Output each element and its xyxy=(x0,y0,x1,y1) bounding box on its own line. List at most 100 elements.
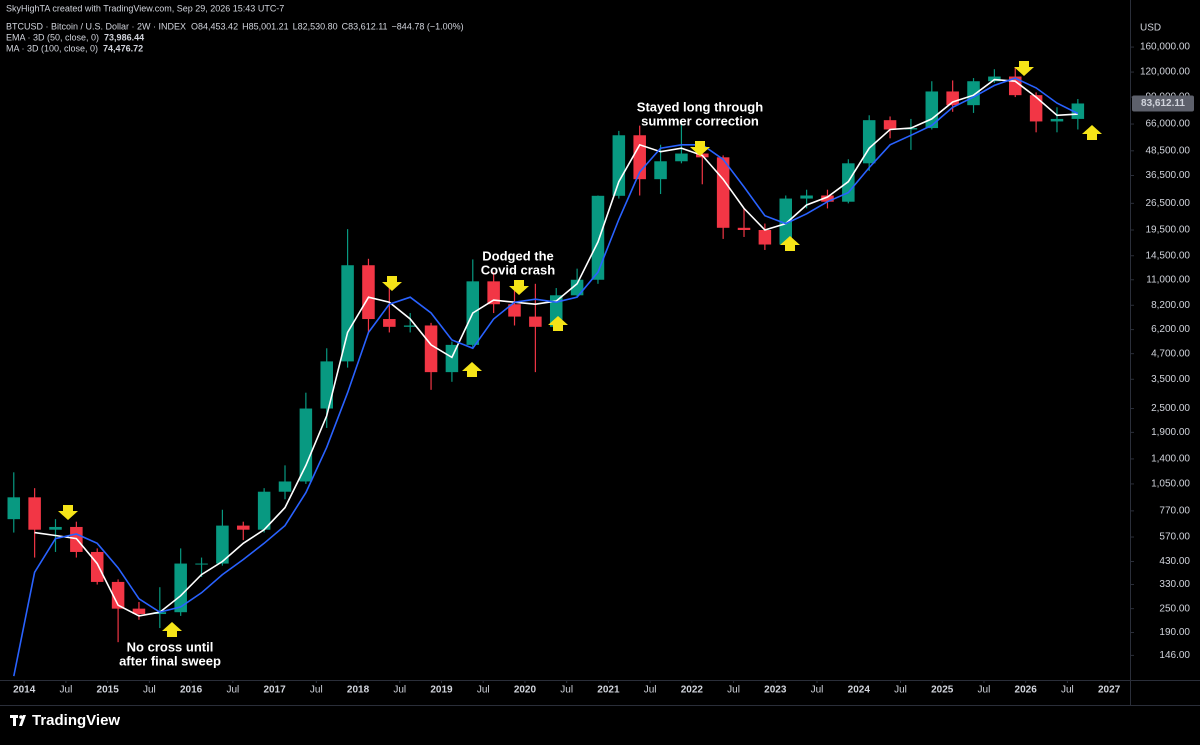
logo-slash xyxy=(19,715,26,726)
candle-body xyxy=(111,581,125,609)
candle-body xyxy=(883,120,897,130)
x-tick-label: 2014 xyxy=(13,685,36,696)
candle-body xyxy=(1029,95,1043,122)
candle-body xyxy=(967,81,980,106)
indicator-name: EMA · 3D (50, close, 0) xyxy=(6,32,99,42)
candle-body xyxy=(299,408,313,482)
y-tick-label: 120,000.00 xyxy=(1140,67,1190,78)
change: −844.78 (−1.00%) xyxy=(392,21,464,31)
currency: USD xyxy=(1140,23,1161,34)
candle-body xyxy=(153,612,167,615)
ohlc-value: O84,453.42 xyxy=(191,21,238,31)
y-tick-label: 1,050.00 xyxy=(1151,479,1190,490)
candle-body xyxy=(800,195,813,199)
candle-body xyxy=(570,279,584,296)
logo-text: TradingView xyxy=(32,712,120,729)
x-tick-label: Jul xyxy=(60,685,73,696)
candle-body xyxy=(654,161,667,180)
y-tick-label: 3,500.00 xyxy=(1151,374,1190,385)
indicator-line xyxy=(13,77,1079,677)
y-tick-label: 14,500.00 xyxy=(1146,250,1191,261)
x-tick-label: 2026 xyxy=(1015,685,1038,696)
x-tick-label: Jul xyxy=(393,685,406,696)
x-tick-label: Jul xyxy=(978,685,991,696)
x-tick-label: Jul xyxy=(310,685,323,696)
arrow-down xyxy=(58,505,78,520)
arrow-up xyxy=(1082,125,1102,140)
candle-body xyxy=(862,120,876,164)
annotation: Dodged the xyxy=(482,248,554,263)
candle-body xyxy=(7,497,21,520)
x-tick-label: 2015 xyxy=(97,685,120,696)
candle-body xyxy=(779,198,793,245)
candle-body xyxy=(195,563,208,565)
indicator-value: 73,986.44 xyxy=(104,32,144,42)
candle-body xyxy=(216,525,229,564)
footer-logo: TradingView xyxy=(10,712,120,729)
indicator-name: MA · 3D (100, close, 0) xyxy=(6,43,98,53)
x-tick-label: Jul xyxy=(477,685,490,696)
x-tick-label: 2020 xyxy=(514,685,537,696)
y-tick-label: 2,500.00 xyxy=(1151,403,1190,414)
y-tick-label: 8,200.00 xyxy=(1151,300,1190,311)
candle-body xyxy=(278,481,292,492)
candle-body xyxy=(257,491,271,530)
x-tick-label: Jul xyxy=(894,685,907,696)
x-tick-label: Jul xyxy=(143,685,156,696)
y-tick-label: 19,500.00 xyxy=(1146,225,1191,236)
y-tick-label: 160,000.00 xyxy=(1140,42,1190,53)
x-tick-label: 2017 xyxy=(263,685,286,696)
candle-body xyxy=(716,157,730,228)
y-tick-label: 11,000.00 xyxy=(1146,274,1190,285)
candle-body xyxy=(1050,118,1064,122)
logo-dot xyxy=(19,715,23,719)
candle-body xyxy=(403,325,417,327)
y-tick-label: 146.00 xyxy=(1159,650,1190,661)
x-tick-label: 2022 xyxy=(681,685,704,696)
logo-stem xyxy=(13,715,16,726)
candle-body xyxy=(508,304,521,317)
credit: SkyHighTA created with TradingView.com, … xyxy=(6,3,284,13)
y-tick-label: 250.00 xyxy=(1159,603,1190,614)
y-tick-label: 4,700.00 xyxy=(1151,348,1190,359)
y-tick-label: 570.00 xyxy=(1159,532,1190,543)
ohlc-value: L82,530.80 xyxy=(293,21,338,31)
x-tick-label: Jul xyxy=(811,685,824,696)
annotation: Stayed long through xyxy=(637,99,763,114)
arrow-up xyxy=(780,236,800,251)
y-tick-label: 330.00 xyxy=(1159,579,1190,590)
annotation: No cross until xyxy=(127,639,214,654)
x-tick-label: 2021 xyxy=(597,685,620,696)
symbol: BTCUSD · Bitcoin / U.S. Dollar · 2W · IN… xyxy=(6,21,186,31)
y-tick-label: 190.00 xyxy=(1159,627,1190,638)
candle-body xyxy=(424,325,438,373)
x-tick-label: 2023 xyxy=(764,685,787,696)
x-tick-label: 2024 xyxy=(848,685,871,696)
ohlc-value: C83,612.11 xyxy=(342,21,388,31)
candle-body xyxy=(341,265,354,362)
y-tick-label: 48,500.00 xyxy=(1146,145,1191,156)
x-tick-label: 2019 xyxy=(430,685,453,696)
candle-body xyxy=(28,497,41,530)
plot xyxy=(7,67,1085,677)
candle-body xyxy=(529,316,542,327)
arrow-up xyxy=(162,622,182,637)
y-tick-label: 36,500.00 xyxy=(1146,170,1191,181)
y-tick-label: 430.00 xyxy=(1159,556,1190,567)
indicator-line xyxy=(34,78,1078,617)
candle-body xyxy=(591,195,605,280)
x-tick-label: Jul xyxy=(644,685,657,696)
arrow-down xyxy=(382,276,402,291)
last-price-label: 83,612.11 xyxy=(1141,98,1185,109)
y-tick-label: 1,400.00 xyxy=(1151,454,1190,465)
candle-body xyxy=(925,91,939,129)
x-tick-label: Jul xyxy=(560,685,573,696)
y-tick-label: 26,500.00 xyxy=(1146,198,1191,209)
candle-body xyxy=(174,563,187,613)
candle-body xyxy=(758,229,772,245)
candle-body xyxy=(675,153,688,162)
x-tick-label: 2018 xyxy=(347,685,370,696)
